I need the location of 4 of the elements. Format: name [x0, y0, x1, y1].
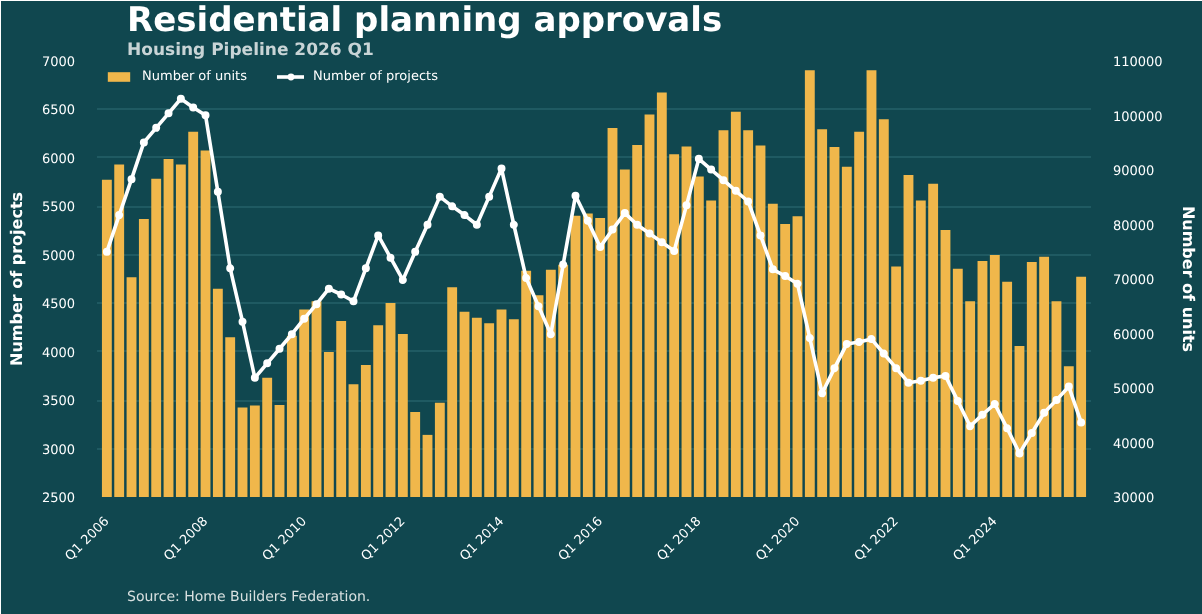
chart-subtitle: Housing Pipeline 2026 Q1 — [127, 41, 375, 61]
chart-title: Residential planning approvals — [127, 1, 723, 41]
y-axis-title: Number of projects — [7, 191, 26, 367]
y2-axis-title: Number of units — [1178, 205, 1197, 353]
